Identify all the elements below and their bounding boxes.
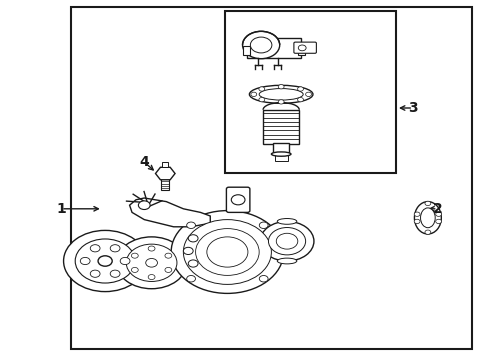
Bar bbox=[263, 110, 299, 144]
Circle shape bbox=[80, 257, 90, 265]
Circle shape bbox=[183, 247, 193, 255]
Ellipse shape bbox=[414, 202, 441, 234]
Circle shape bbox=[171, 211, 283, 293]
Circle shape bbox=[297, 87, 303, 91]
Polygon shape bbox=[129, 198, 210, 227]
Bar bbox=[274, 153, 287, 161]
Circle shape bbox=[278, 100, 284, 104]
Circle shape bbox=[98, 256, 112, 266]
Circle shape bbox=[183, 220, 271, 284]
Circle shape bbox=[188, 260, 198, 267]
Circle shape bbox=[305, 92, 311, 96]
Circle shape bbox=[148, 246, 155, 251]
Circle shape bbox=[145, 258, 157, 267]
Circle shape bbox=[186, 222, 195, 229]
Bar bbox=[297, 46, 305, 55]
Circle shape bbox=[110, 245, 120, 252]
Circle shape bbox=[63, 230, 146, 292]
Bar bbox=[161, 174, 169, 190]
Circle shape bbox=[195, 229, 259, 275]
Circle shape bbox=[259, 222, 267, 229]
Circle shape bbox=[413, 219, 419, 224]
Circle shape bbox=[298, 45, 305, 51]
Ellipse shape bbox=[277, 219, 296, 224]
Ellipse shape bbox=[420, 208, 434, 228]
Circle shape bbox=[258, 98, 264, 102]
Circle shape bbox=[90, 245, 100, 252]
Text: 3: 3 bbox=[407, 101, 417, 115]
Circle shape bbox=[148, 275, 155, 280]
FancyBboxPatch shape bbox=[226, 187, 249, 212]
Circle shape bbox=[126, 244, 177, 282]
Text: 2: 2 bbox=[432, 202, 442, 216]
Circle shape bbox=[242, 31, 279, 59]
Circle shape bbox=[131, 253, 138, 258]
Circle shape bbox=[138, 201, 150, 210]
Circle shape bbox=[260, 221, 313, 261]
FancyBboxPatch shape bbox=[293, 42, 316, 53]
Circle shape bbox=[164, 267, 171, 273]
Circle shape bbox=[120, 257, 130, 265]
Circle shape bbox=[424, 201, 430, 206]
Bar bbox=[162, 162, 168, 167]
Bar bbox=[71, 7, 471, 349]
Circle shape bbox=[435, 212, 441, 216]
Circle shape bbox=[424, 230, 430, 234]
Circle shape bbox=[116, 237, 186, 289]
Bar bbox=[243, 46, 250, 55]
Bar bbox=[246, 38, 300, 58]
Circle shape bbox=[110, 270, 120, 277]
Circle shape bbox=[259, 275, 267, 282]
Circle shape bbox=[250, 92, 256, 96]
Circle shape bbox=[276, 233, 297, 249]
Circle shape bbox=[206, 237, 247, 267]
Circle shape bbox=[250, 37, 271, 53]
Text: 4: 4 bbox=[139, 155, 149, 169]
Circle shape bbox=[278, 85, 284, 89]
Circle shape bbox=[435, 219, 441, 224]
Circle shape bbox=[131, 267, 138, 273]
Text: 1: 1 bbox=[56, 202, 66, 216]
Ellipse shape bbox=[271, 152, 290, 156]
Ellipse shape bbox=[277, 258, 296, 264]
Circle shape bbox=[268, 228, 305, 255]
Circle shape bbox=[231, 195, 244, 205]
Circle shape bbox=[413, 212, 419, 216]
Circle shape bbox=[297, 98, 303, 102]
Circle shape bbox=[90, 270, 100, 277]
Circle shape bbox=[164, 253, 171, 258]
Ellipse shape bbox=[259, 89, 303, 100]
Circle shape bbox=[75, 239, 135, 283]
Circle shape bbox=[188, 235, 198, 242]
Ellipse shape bbox=[249, 85, 312, 103]
Bar bbox=[272, 143, 289, 154]
Circle shape bbox=[258, 87, 264, 91]
Bar bbox=[224, 11, 395, 173]
Circle shape bbox=[186, 275, 195, 282]
